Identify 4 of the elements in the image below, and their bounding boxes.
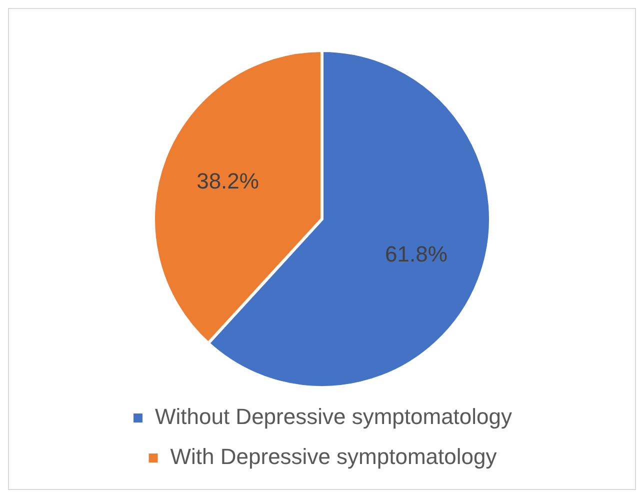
data-label: 61.8% <box>385 242 448 267</box>
legend-label: Without Depressive symptomatology <box>154 404 512 430</box>
legend-label: With Depressive symptomatology <box>170 444 497 470</box>
data-label: 38.2% <box>196 168 259 194</box>
